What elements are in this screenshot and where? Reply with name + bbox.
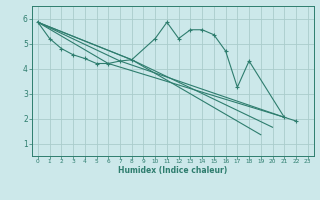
X-axis label: Humidex (Indice chaleur): Humidex (Indice chaleur)	[118, 166, 228, 175]
